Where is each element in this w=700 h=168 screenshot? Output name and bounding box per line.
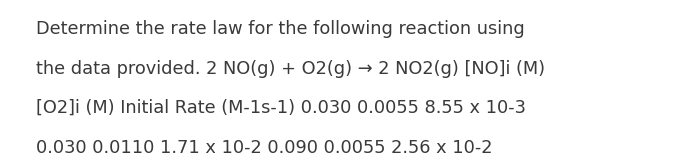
Text: Determine the rate law for the following reaction using: Determine the rate law for the following… (36, 20, 525, 38)
Text: [O2]i (M) Initial Rate (M-1s-1) 0.030 0.0055 8.55 x 10-3: [O2]i (M) Initial Rate (M-1s-1) 0.030 0.… (36, 99, 526, 117)
Text: the data provided. 2 NO(g) + O2(g) → 2 NO2(g) [NO]i (M): the data provided. 2 NO(g) + O2(g) → 2 N… (36, 60, 545, 78)
Text: 0.030 0.0110 1.71 x 10-2 0.090 0.0055 2.56 x 10-2: 0.030 0.0110 1.71 x 10-2 0.090 0.0055 2.… (36, 139, 493, 157)
